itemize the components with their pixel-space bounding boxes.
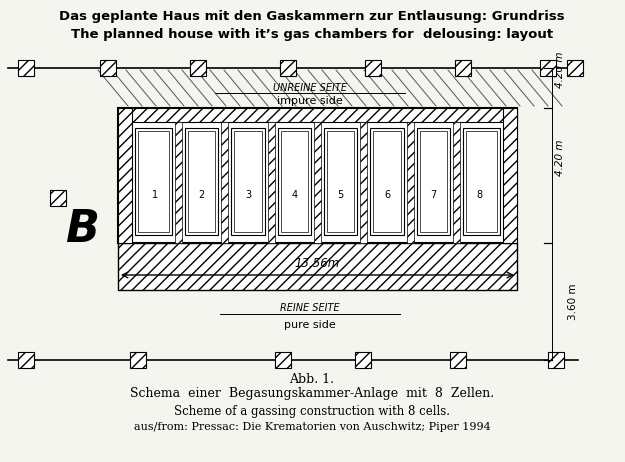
Text: 8: 8 <box>477 189 483 200</box>
Text: The planned house with it’s gas chambers for  delousing: layout: The planned house with it’s gas chambers… <box>71 28 553 41</box>
Bar <box>567 60 583 76</box>
Bar <box>100 60 116 76</box>
Text: 6: 6 <box>384 189 390 200</box>
Text: 4.20 m: 4.20 m <box>555 139 565 176</box>
Text: 3.60 m: 3.60 m <box>568 283 578 320</box>
Text: Abb. 1.: Abb. 1. <box>289 373 334 386</box>
Bar <box>503 108 517 243</box>
Text: Scheme of a gassing construction with 8 cells.: Scheme of a gassing construction with 8 … <box>174 405 450 418</box>
Bar <box>455 60 471 76</box>
Bar <box>466 131 497 232</box>
Bar <box>417 128 450 235</box>
Bar <box>118 243 517 290</box>
Bar <box>118 108 132 243</box>
Bar <box>278 128 311 235</box>
Bar <box>540 60 556 76</box>
Bar <box>18 60 34 76</box>
Text: 4: 4 <box>291 189 297 200</box>
Text: 3: 3 <box>245 189 251 200</box>
Text: impure side: impure side <box>277 96 343 106</box>
Bar <box>118 108 517 243</box>
Text: Schema  einer  Begasungskammer-Anlage  mit  8  Zellen.: Schema einer Begasungskammer-Anlage mit … <box>130 387 494 400</box>
Bar <box>324 128 357 235</box>
Bar <box>361 122 368 243</box>
Bar <box>234 131 262 232</box>
Bar <box>281 131 308 232</box>
Bar <box>118 68 517 108</box>
Bar <box>18 352 34 368</box>
Bar <box>188 131 215 232</box>
Text: 1: 1 <box>152 189 158 200</box>
Bar <box>118 108 517 122</box>
Bar <box>371 128 404 235</box>
Bar <box>268 122 274 243</box>
Bar <box>280 60 296 76</box>
Text: aus/from: Pressac: Die Krematorien von Auschwitz; Piper 1994: aus/from: Pressac: Die Krematorien von A… <box>134 422 491 432</box>
Bar <box>407 122 414 243</box>
Text: 4.20 m: 4.20 m <box>555 51 565 88</box>
Bar <box>548 352 564 368</box>
Bar <box>314 122 321 243</box>
Text: 7: 7 <box>430 189 436 200</box>
Text: 2: 2 <box>199 189 205 200</box>
Bar <box>450 352 466 368</box>
Bar <box>365 60 381 76</box>
Text: REINE SEITE: REINE SEITE <box>280 303 340 313</box>
Text: 13.56m: 13.56m <box>295 257 340 270</box>
Bar <box>50 190 66 206</box>
Text: B: B <box>65 208 99 251</box>
Bar <box>453 122 460 243</box>
Bar <box>190 60 206 76</box>
Bar <box>175 122 182 243</box>
Bar <box>373 131 401 232</box>
Text: Das geplante Haus mit den Gaskammern zur Entlausung: Grundriss: Das geplante Haus mit den Gaskammern zur… <box>59 10 565 23</box>
Bar <box>327 131 354 232</box>
Bar <box>135 128 172 235</box>
Text: 5: 5 <box>338 189 344 200</box>
Bar <box>355 352 371 368</box>
Bar <box>221 122 228 243</box>
Bar <box>463 128 500 235</box>
Text: UNREINE SEITE: UNREINE SEITE <box>273 83 347 93</box>
Bar <box>275 352 291 368</box>
Bar <box>138 131 169 232</box>
Bar <box>130 352 146 368</box>
Bar <box>185 128 218 235</box>
Bar <box>231 128 264 235</box>
Text: pure side: pure side <box>284 320 336 330</box>
Bar <box>420 131 447 232</box>
